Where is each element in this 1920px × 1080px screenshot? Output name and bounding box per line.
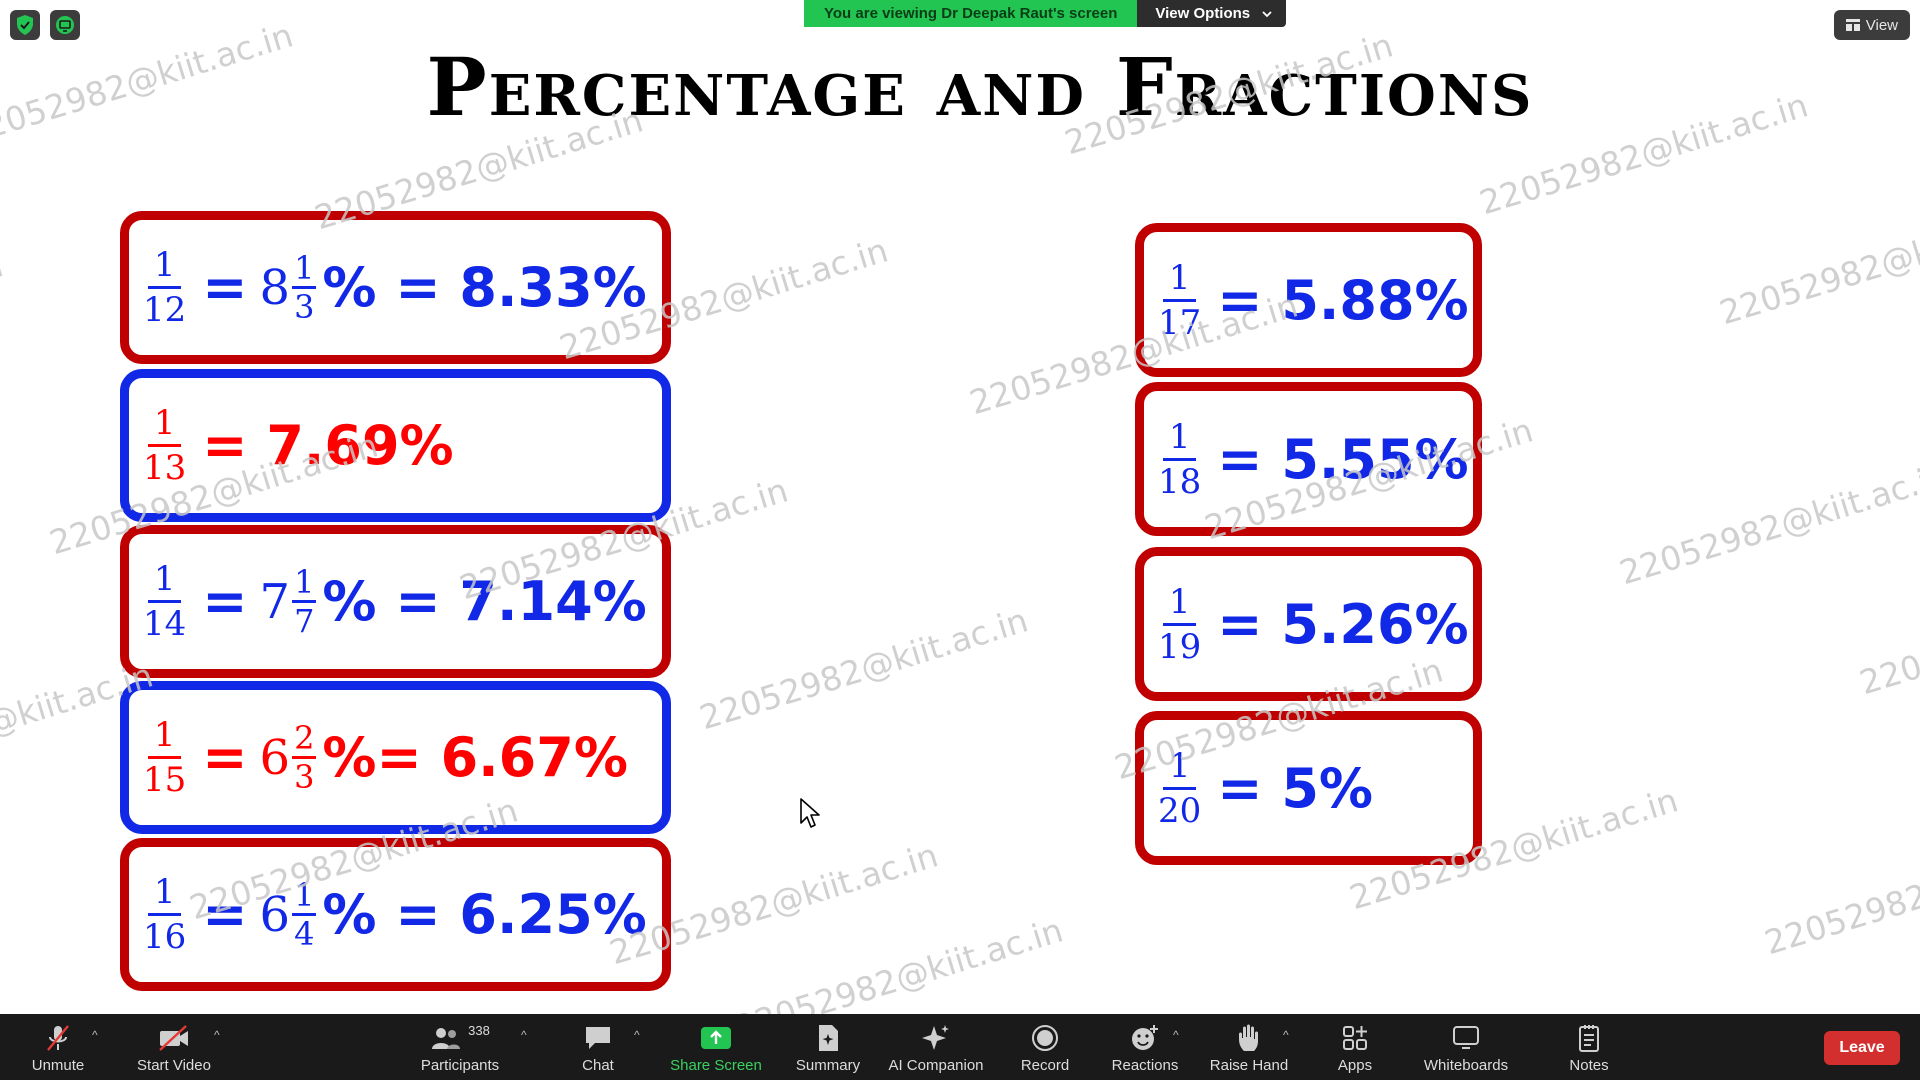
- grid-view-icon: [1845, 19, 1860, 31]
- video-off-icon: [159, 1024, 188, 1051]
- equation: = 5.88%: [1217, 268, 1469, 332]
- percent-value: 5%: [1281, 756, 1374, 820]
- microphone-muted-icon: [47, 1024, 69, 1051]
- screen-share-status[interactable]: [50, 10, 80, 40]
- leave-button[interactable]: Leave: [1824, 1031, 1900, 1065]
- fraction: 1 17: [1158, 257, 1202, 343]
- view-button[interactable]: View: [1833, 10, 1910, 40]
- equation: = 6 2 3% = 6.67%: [202, 719, 628, 796]
- view-options-button[interactable]: View Options: [1137, 0, 1287, 27]
- watermark: 22052982@kiit.ac.in: [695, 600, 1033, 738]
- fraction-box-1-16: 1 16 = 6 1 4% = 6.25%: [120, 838, 671, 991]
- fraction-box-1-17: 1 17 = 5.88%: [1135, 223, 1482, 377]
- equation: = 5.55%: [1217, 427, 1469, 491]
- fraction: 1 19: [1158, 581, 1202, 667]
- equation: = 5.26%: [1217, 592, 1469, 656]
- shared-screen: Percentage and Fractions 1 12 = 8 1 3% = 8.3…: [0, 15, 1920, 1014]
- percent-value: 7.14%: [459, 570, 647, 633]
- meeting-toolbar: Unmute ^ Start Video ^ 338 Participants …: [0, 1014, 1920, 1080]
- watermark: 22052982@kiit.ac.in: [1715, 195, 1920, 333]
- record-button[interactable]: Record: [1012, 1014, 1078, 1080]
- equation: = 6 1 4% = 6.25%: [202, 876, 647, 953]
- share-status-icon: [56, 16, 74, 34]
- reactions-button[interactable]: Reactions: [1104, 1014, 1186, 1080]
- equation: = 8 1 3% = 8.33%: [202, 249, 647, 326]
- chevron-up-icon[interactable]: ^: [634, 1028, 640, 1042]
- fraction: 1 18: [1158, 416, 1202, 502]
- fraction-box-1-13: 1 13 = 7.69%: [120, 369, 671, 522]
- apps-button[interactable]: Apps: [1322, 1014, 1388, 1080]
- fraction-box-1-14: 1 14 = 7 1 7% = 7.14%: [120, 525, 671, 678]
- summary-button[interactable]: Summary: [787, 1014, 869, 1080]
- percent-value: 8.33%: [459, 256, 647, 319]
- whiteboards-icon: [1453, 1025, 1479, 1049]
- raise-hand-icon: [1239, 1024, 1258, 1051]
- fraction: 1 13: [143, 403, 187, 488]
- raise-hand-button[interactable]: Raise Hand: [1205, 1014, 1293, 1080]
- share-screen-icon: [701, 1026, 731, 1049]
- watermark: 22052982@kiit.ac.in: [1615, 455, 1920, 593]
- fraction: 1 15: [143, 715, 187, 800]
- notes-button[interactable]: Notes: [1556, 1014, 1622, 1080]
- percent-value: 6.67%: [440, 726, 628, 789]
- watermark: 22052982@kiit.ac.in: [0, 245, 8, 383]
- percent-value: 5.55%: [1281, 427, 1469, 491]
- percent-value: 7.69%: [266, 414, 454, 477]
- screen-share-banner: You are viewing Dr Deepak Raut's screen …: [804, 0, 1287, 27]
- participants-button[interactable]: 338 Participants: [420, 1023, 500, 1074]
- notes-icon: [1579, 1024, 1599, 1052]
- chevron-up-icon[interactable]: ^: [1173, 1028, 1179, 1042]
- mouse-cursor-icon: [800, 798, 820, 828]
- fraction: 1 12: [143, 245, 187, 330]
- whiteboards-button[interactable]: Whiteboards: [1414, 1014, 1518, 1080]
- fraction-box-1-19: 1 19 = 5.26%: [1135, 547, 1482, 701]
- chat-icon: [586, 1026, 610, 1049]
- fraction: 1 16: [143, 872, 187, 957]
- viewing-text: You are viewing Dr Deepak Raut's screen: [804, 0, 1138, 27]
- watermark: 22052982@kiit.ac.in: [730, 910, 1068, 1014]
- shield-check-icon: [17, 15, 33, 35]
- reactions-icon: [1132, 1024, 1158, 1050]
- chevron-up-icon[interactable]: ^: [214, 1028, 220, 1042]
- slide-title: Percentage and Fractions: [426, 40, 1534, 134]
- equation: = 7.69%: [202, 414, 454, 477]
- participants-count: 338: [468, 1023, 490, 1038]
- chevron-up-icon[interactable]: ^: [521, 1028, 527, 1042]
- chat-button[interactable]: Chat: [565, 1014, 631, 1080]
- percent-value: 5.26%: [1281, 592, 1469, 656]
- ai-companion-button[interactable]: AI Companion: [880, 1014, 992, 1080]
- security-status[interactable]: [10, 10, 40, 40]
- ai-companion-icon: [922, 1024, 949, 1050]
- chevron-down-icon: [1262, 10, 1272, 17]
- fraction-box-1-18: 1 18 = 5.55%: [1135, 382, 1482, 536]
- watermark: 22052982@kiit.ac.in: [1760, 825, 1920, 963]
- fraction-box-1-12: 1 12 = 8 1 3% = 8.33%: [120, 211, 671, 364]
- apps-icon: [1343, 1025, 1367, 1050]
- chevron-up-icon[interactable]: ^: [1283, 1028, 1289, 1042]
- watermark: 22052982@kiit.ac.in: [1855, 565, 1920, 703]
- unmute-button[interactable]: Unmute: [22, 1014, 94, 1080]
- equation: = 5%: [1217, 756, 1374, 820]
- percent-value: 6.25%: [459, 883, 647, 946]
- fraction-box-1-20: 1 20 = 5%: [1135, 711, 1482, 865]
- chevron-up-icon[interactable]: ^: [92, 1028, 98, 1042]
- fraction: 1 20: [1158, 745, 1202, 831]
- start-video-button[interactable]: Start Video: [130, 1014, 218, 1080]
- fraction-box-1-15: 1 15 = 6 2 3% = 6.67%: [120, 681, 671, 834]
- fraction: 1 14: [143, 559, 187, 644]
- participants-icon: [432, 1027, 461, 1049]
- record-icon: [1032, 1024, 1058, 1051]
- percent-value: 5.88%: [1281, 268, 1469, 332]
- share-screen-button[interactable]: Share Screen: [665, 1014, 767, 1080]
- equation: = 7 1 7% = 7.14%: [202, 563, 647, 640]
- summary-icon: [819, 1024, 838, 1051]
